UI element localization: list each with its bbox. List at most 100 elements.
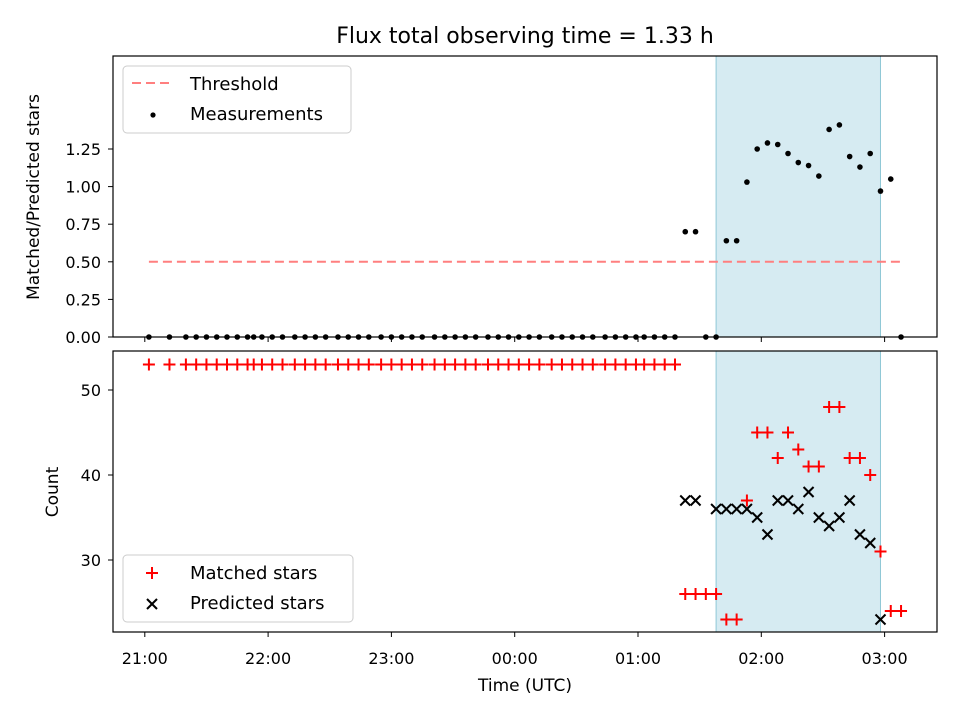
matched-point	[276, 358, 289, 371]
matched-point	[771, 452, 784, 464]
counts-y-ticks: 30 40 50	[81, 381, 113, 570]
measurement-point	[723, 237, 730, 244]
matched-point	[179, 358, 192, 371]
matched-point	[792, 443, 805, 456]
matched-point	[469, 358, 482, 371]
legend-measurements-label: Measurements	[190, 104, 323, 125]
matched-point	[309, 358, 322, 371]
ratio-y-tick-label: 0.75	[65, 215, 101, 234]
legend-predicted-label: Predicted stars	[190, 593, 324, 614]
x-tick-label: 03:00	[862, 649, 908, 668]
measurement-points	[146, 122, 904, 340]
predicted-point	[854, 528, 866, 541]
predicted-point-b	[802, 486, 815, 498]
predicted-point	[689, 494, 702, 507]
matched-point	[843, 452, 856, 464]
matched-point	[163, 358, 176, 371]
ratio-plot-frame	[112, 55, 938, 338]
predicted-point	[751, 511, 763, 524]
ratio-legend: Threshold Measurements	[122, 65, 352, 134]
measurement-point	[785, 150, 791, 157]
matched-point	[710, 588, 723, 600]
matched-point	[720, 613, 733, 626]
measurement-point	[816, 173, 822, 179]
x-tick-label: 22:00	[245, 649, 291, 668]
matched-point	[523, 358, 536, 371]
ratio-y-tick-label: 1.00	[65, 178, 101, 197]
matched-point	[405, 358, 418, 371]
predicted-point	[802, 486, 815, 498]
predicted-point-b	[864, 537, 876, 549]
matched-point	[648, 358, 661, 371]
matched-point	[231, 358, 244, 371]
legend-threshold-label: Threshold	[189, 74, 279, 95]
measurement-point	[754, 146, 760, 152]
x-tick-label: 01:00	[615, 649, 661, 668]
matched-point	[375, 358, 388, 371]
matched-point	[481, 358, 494, 371]
ratio-y-axis-label: Matched/Predicted stars	[24, 94, 44, 300]
matched-point	[512, 358, 525, 371]
matched-point	[833, 401, 846, 413]
predicted-point	[720, 503, 733, 515]
matched-point	[492, 358, 505, 371]
matched-point	[576, 358, 589, 371]
predicted-point	[761, 528, 774, 541]
predicted-point-b	[751, 511, 763, 524]
matched-point	[689, 588, 702, 600]
measurement-point	[733, 237, 740, 244]
matched-point	[609, 358, 622, 371]
predicted-point-b	[741, 503, 753, 515]
matched-point	[142, 358, 155, 371]
matched-point	[740, 494, 753, 507]
matched-point	[428, 358, 441, 371]
matched-point	[751, 426, 764, 439]
matched-point	[761, 426, 774, 439]
measurement-point	[774, 141, 781, 148]
ratio-y-tick-label: 1.25	[65, 140, 101, 159]
matched-point	[319, 358, 332, 371]
counts-y-tick-label: 40	[81, 466, 101, 485]
legend-matched-label: Matched stars	[190, 563, 317, 584]
counts-y-tick-label: 50	[81, 381, 101, 400]
predicted-point	[792, 503, 804, 515]
matched-point	[679, 588, 692, 600]
measurement-point	[826, 126, 832, 133]
x-tick-label: 23:00	[368, 649, 414, 668]
matched-point	[395, 358, 408, 371]
matched-point	[730, 613, 743, 626]
matched-point	[438, 358, 451, 371]
predicted-point	[864, 537, 876, 549]
measurement-point	[682, 228, 689, 235]
predicted-point	[833, 511, 846, 524]
matched-point	[385, 358, 398, 371]
counts-y-axis-label: Count	[43, 466, 63, 517]
legend-matched-swatch	[146, 567, 158, 579]
matched-point	[895, 605, 908, 617]
matched-point	[502, 358, 515, 371]
ratio-observing-span	[715, 55, 881, 338]
matched-point	[331, 358, 344, 371]
chart-title: Flux total observing time = 1.33 h	[336, 24, 714, 49]
predicted-point-b	[874, 613, 887, 626]
matched-point	[352, 358, 365, 371]
matched-point	[533, 358, 546, 371]
matched-point	[299, 358, 312, 371]
predicted-point	[823, 520, 835, 532]
predicted-point	[843, 494, 856, 507]
ratio-panel: 0.00 0.25 0.50 0.75 1.00 1.25 Matched/Predict…	[24, 55, 938, 347]
predicted-point-b	[782, 494, 794, 507]
matched-point	[210, 358, 223, 371]
legend-measurements-swatch	[150, 112, 156, 118]
counts-y-tick-label: 30	[81, 551, 101, 570]
predicted-point	[772, 494, 784, 507]
predicted-point-b	[772, 494, 784, 507]
x-tick-label: 00:00	[492, 649, 538, 668]
legend-predicted-swatch	[146, 598, 158, 610]
matched-point	[586, 358, 599, 371]
matched-point	[342, 358, 355, 371]
matched-point	[545, 358, 558, 371]
predicted-point	[730, 503, 743, 515]
matched-point	[658, 358, 671, 371]
